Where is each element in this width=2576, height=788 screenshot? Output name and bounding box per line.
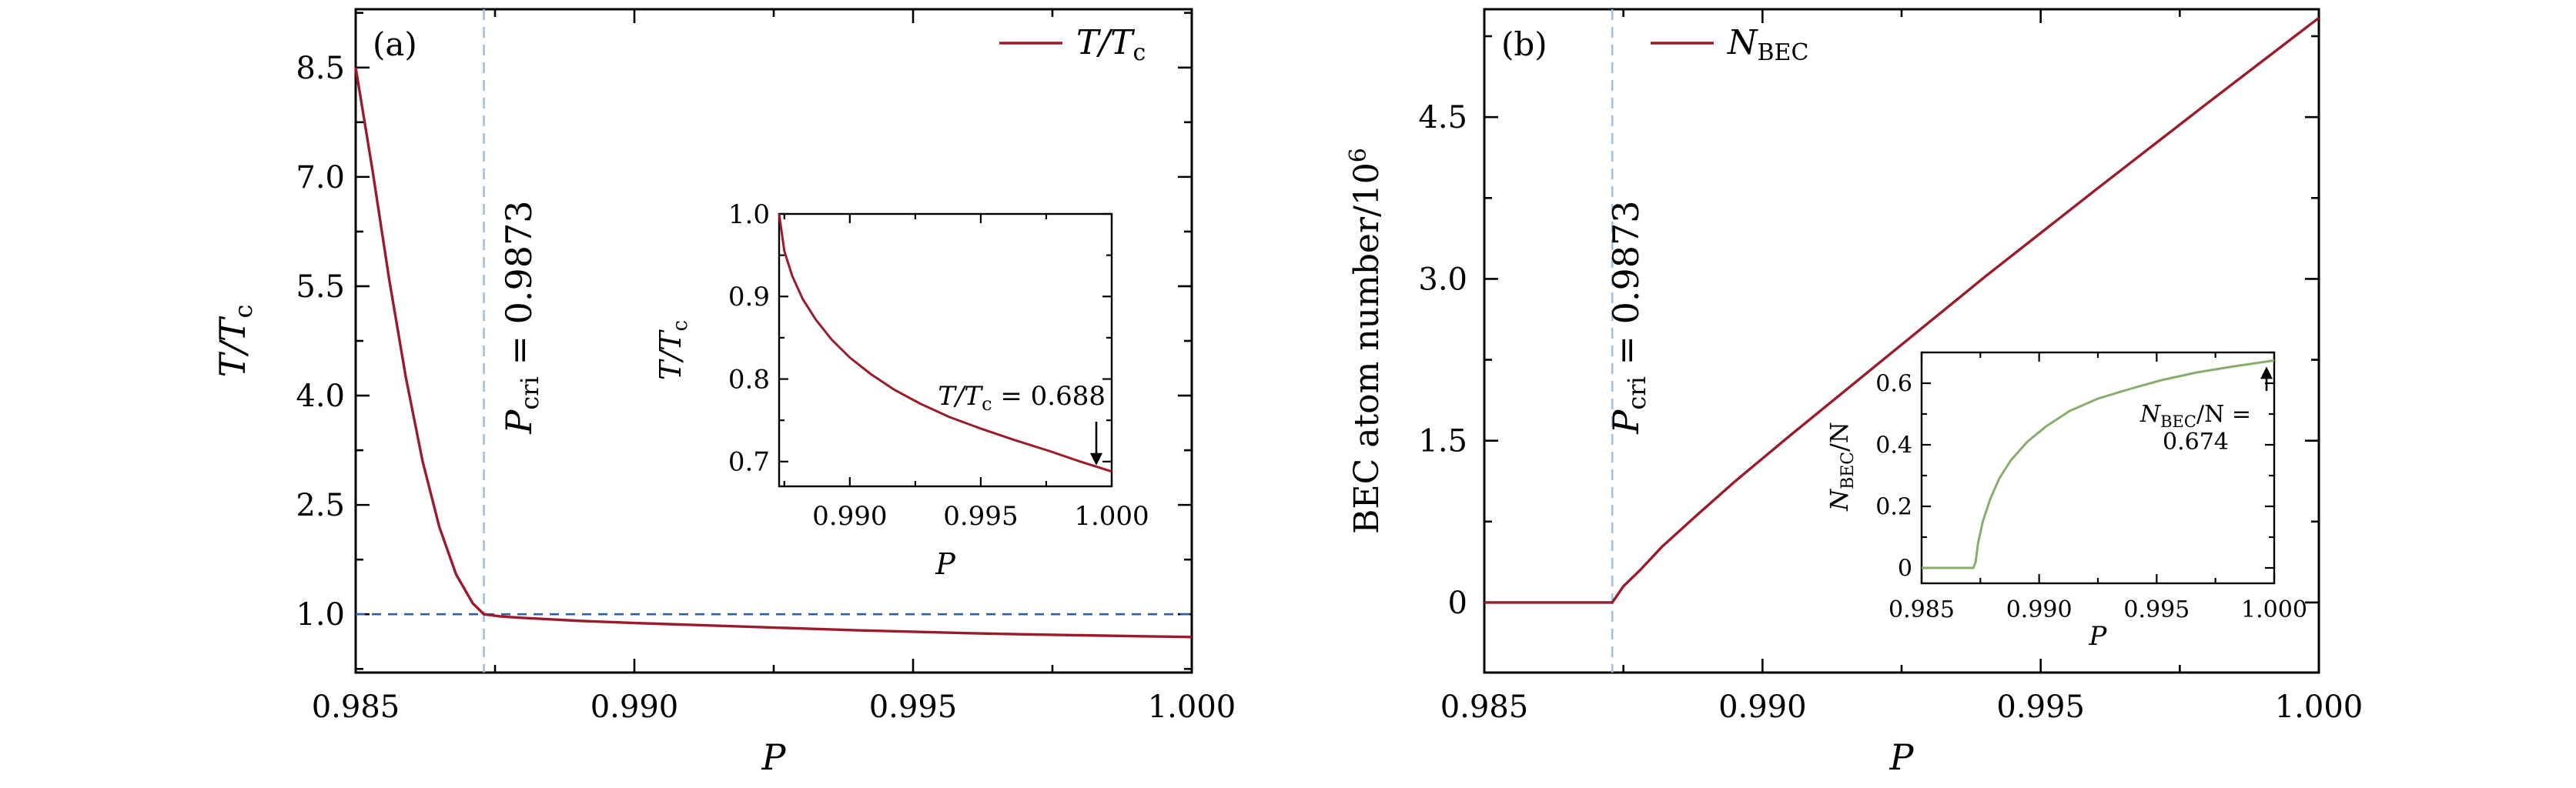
a-inset-y-tick-label: 1.0 bbox=[728, 199, 770, 230]
b-series-line bbox=[1484, 16, 2320, 604]
a-x-tick-label: 0.990 bbox=[590, 690, 679, 725]
a-y-tick-label: 5.5 bbox=[296, 269, 345, 305]
a-y-tick-label: 8.5 bbox=[296, 51, 345, 86]
b-y-tick-label: 3.0 bbox=[1418, 262, 1467, 297]
b-x-tick-label: 1.000 bbox=[2275, 690, 2364, 725]
a-inset-x-tick-label: 0.990 bbox=[812, 501, 887, 532]
b-inset-x-tick-label: 0.995 bbox=[2123, 596, 2190, 623]
b-inset: 0.985 0.990 0.995 1.000 0 0.2 0.4 0.6 P NBEC/N NBE… bbox=[1825, 351, 2307, 652]
b-x-tick-label: 0.985 bbox=[1440, 690, 1529, 725]
a-axes-frame bbox=[354, 8, 1193, 674]
panel-a: 0.985 0.990 0.995 1.000 1.0 2.5 4.0 5.5 7.0 8.5 (a… bbox=[212, 8, 1236, 778]
b-inset-y-tick-label: 0.4 bbox=[1875, 432, 1912, 459]
b-pcri-label: Pcri = 0.9873 bbox=[1605, 200, 1651, 434]
b-inset-series-line bbox=[1922, 359, 2275, 569]
panel-b: 0.985 0.990 0.995 1.000 0 1.5 3.0 4.5 (b) NBEC Pcr… bbox=[1345, 8, 2364, 778]
a-inset-x-tick-label: 0.995 bbox=[943, 501, 1018, 532]
a-pcri-label: Pcri = 0.9873 bbox=[498, 200, 544, 434]
b-inset-y-tick-label: 0.2 bbox=[1875, 494, 1912, 521]
a-inset-axes-frame bbox=[778, 212, 1113, 488]
a-inset-series-line bbox=[778, 213, 1112, 473]
a-y-tick-label: 2.5 bbox=[296, 488, 345, 523]
b-x-axis-title: P bbox=[1889, 736, 1915, 778]
a-y-tick-label: 1.0 bbox=[296, 597, 345, 633]
a-inset-x-axis-title: P bbox=[935, 547, 956, 581]
a-y-tick-label: 7.0 bbox=[296, 160, 345, 195]
b-inset-axes-frame bbox=[1920, 351, 2276, 585]
a-inset-y-tick-label: 0.8 bbox=[728, 364, 770, 395]
b-inset-x-tick-label: 0.985 bbox=[1889, 596, 1955, 623]
a-inset-x-tick-label: 1.000 bbox=[1074, 501, 1149, 532]
b-inset-x-axis-title: P bbox=[2089, 621, 2108, 652]
a-inset-y-axis-title: T/Tc bbox=[654, 320, 692, 380]
a-inset: 0.990 0.995 1.000 0.7 0.8 0.9 1.0 P T/Tc T/Tc = 0… bbox=[654, 199, 1149, 581]
b-inset-arrow-head bbox=[2260, 366, 2273, 379]
b-inset-y-axis-title: NBEC/N bbox=[1825, 422, 1858, 512]
a-inset-y-tick-label: 0.7 bbox=[728, 447, 770, 478]
a-x-tick-label: 1.000 bbox=[1148, 690, 1236, 725]
b-panel-label: (b) bbox=[1501, 25, 1547, 63]
a-y-axis-title: T/Tc bbox=[212, 305, 258, 378]
b-inset-annotation-line2: 0.674 bbox=[2163, 429, 2229, 456]
a-x-axis-title: P bbox=[761, 736, 787, 778]
b-inset-y-tick-label: 0 bbox=[1898, 556, 1912, 583]
b-y-tick-label: 4.5 bbox=[1418, 100, 1467, 135]
a-inset-arrow-head bbox=[1090, 452, 1102, 466]
b-inset-annotation-line1: NBEC/N = bbox=[2139, 401, 2251, 431]
b-legend-label: NBEC bbox=[1727, 23, 1808, 66]
a-x-tick-label: 0.985 bbox=[312, 690, 400, 725]
b-inset-x-tick-label: 0.990 bbox=[2006, 596, 2073, 623]
b-x-tick-label: 0.995 bbox=[1996, 690, 2085, 725]
b-inset-y-tick-label: 0.6 bbox=[1875, 371, 1912, 398]
a-x-tick-label: 0.995 bbox=[869, 690, 958, 725]
a-legend-label: T/Tc bbox=[1076, 23, 1146, 66]
a-series-line bbox=[354, 67, 1193, 639]
b-x-tick-label: 0.990 bbox=[1718, 690, 1807, 725]
a-panel-label: (a) bbox=[373, 25, 417, 63]
b-inset-x-tick-label: 1.000 bbox=[2241, 596, 2307, 623]
b-y-axis-title: BEC atom number/106 bbox=[1345, 148, 1387, 534]
b-y-tick-label: 0 bbox=[1448, 586, 1467, 621]
b-y-tick-label: 1.5 bbox=[1418, 424, 1467, 459]
a-inset-y-tick-label: 0.9 bbox=[728, 282, 770, 312]
a-y-tick-label: 4.0 bbox=[296, 379, 345, 414]
a-inset-annotation: T/Tc = 0.688 bbox=[938, 381, 1106, 415]
